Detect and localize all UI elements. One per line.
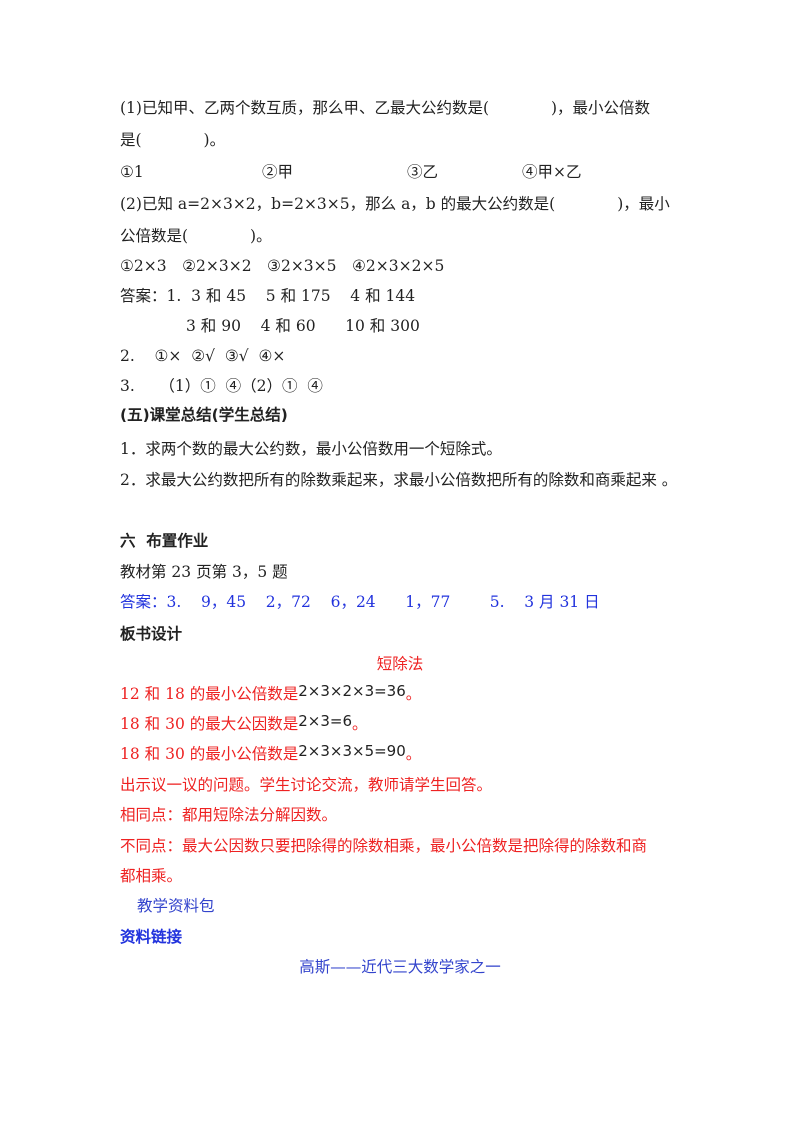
q2-line1: (2)已知 a=2×3×2，b=2×3×5，那么 a，b 的最大公约数是( )，…: [120, 195, 670, 213]
q2-options: ①2×3 ②2×3×2 ③2×3×5 ④2×3×2×5: [120, 257, 445, 275]
formula: 2×3×3×5=90: [298, 742, 406, 760]
answer-line-2: 3 和 90 4 和 60 10 和 300: [186, 317, 420, 335]
formula-label: 18 和 30 的最小公倍数是: [120, 745, 299, 763]
answer-line-3: 2. ①× ②√ ③√ ④×: [120, 347, 286, 365]
article-title: 高斯——近代三大数学家之一: [299, 958, 501, 976]
q1-option-4: ④甲×乙: [522, 163, 582, 181]
resource-pack: 教学资料包: [137, 897, 215, 915]
answer-line-4: 3. （1）① ④（2）① ④: [120, 377, 323, 395]
homework-heading: 六 布置作业: [120, 532, 209, 550]
homework-answer: 答案：3. 9，45 2，72 6，24 1，77 5. 3 月 31 日: [120, 593, 600, 611]
q2-line2: 公倍数是( )。: [120, 227, 272, 245]
summary-heading: (五)课堂总结(学生总结): [120, 406, 288, 424]
same-points: 相同点：都用短除法分解因数。: [120, 806, 338, 824]
discussion-text: 出示议一议的问题。学生讨论交流，教师请学生回答。: [120, 776, 493, 794]
homework-task: 教材第 23 页第 3，5 题: [120, 563, 288, 581]
q1-option-3: ③乙: [407, 163, 439, 181]
formula-tail: 。: [405, 745, 422, 763]
formula-label: 12 和 18 的最小公倍数是: [120, 685, 299, 703]
answer-line-1: 答案：1. 3 和 45 5 和 175 4 和 144: [120, 287, 416, 305]
formula-tail: 。: [352, 715, 368, 733]
q1-line2: 是( )。: [120, 131, 226, 149]
formula: 2×3=6: [298, 712, 353, 730]
summary-item: 2．求最大公约数把所有的除数乘起来，求最小公倍数把所有的除数和商乘起来 。: [120, 471, 678, 489]
summary-item: 1．求两个数的最大公约数，最小公倍数用一个短除式。: [120, 440, 502, 458]
formula-line: 12 和 18 的最小公倍数是2×3×2×3=36。: [120, 682, 422, 704]
formula: 2×3×2×3=36: [298, 682, 406, 700]
board-heading: 板书设计: [120, 625, 183, 643]
formula-tail: 。: [405, 685, 422, 703]
resource-link-heading: 资料链接: [120, 928, 183, 946]
q1-option-1: ①1: [120, 163, 144, 181]
formula-label: 18 和 30 的最大公因数是: [120, 715, 299, 733]
q1-option-2: ②甲: [262, 163, 294, 181]
q1-line1: (1)已知甲、乙两个数互质，那么甲、乙最大公约数是( )，最小公倍数: [120, 99, 651, 117]
formula-line: 18 和 30 的最小公倍数是2×3×3×5=90。: [120, 742, 422, 764]
diff-points-line2: 都相乘。: [120, 867, 183, 885]
diff-points-line1: 不同点：最大公因数只要把除得的除数相乘，最小公倍数是把除得的除数和商: [120, 837, 648, 855]
formula-line: 18 和 30 的最大公因数是2×3=6。: [120, 712, 368, 734]
board-title: 短除法: [376, 655, 424, 673]
